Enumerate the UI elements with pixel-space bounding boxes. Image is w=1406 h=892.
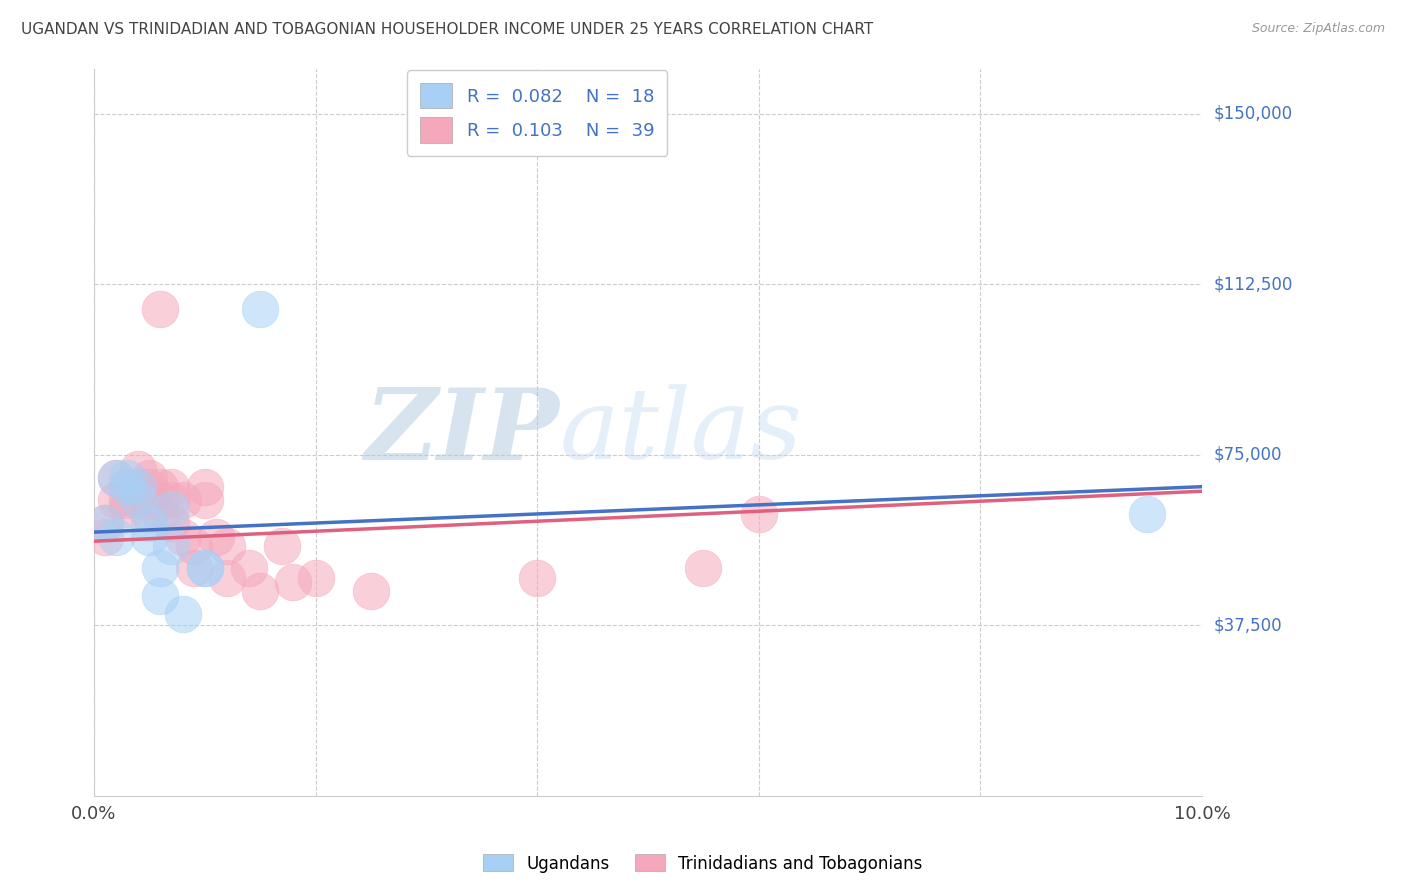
Legend: Ugandans, Trinidadians and Tobagonians: Ugandans, Trinidadians and Tobagonians — [477, 847, 929, 880]
Point — [115, 502, 138, 516]
Point — [94, 516, 117, 530]
Point — [194, 561, 217, 575]
Point — [127, 480, 149, 494]
Point — [360, 584, 382, 599]
Point — [149, 589, 172, 603]
Text: $150,000: $150,000 — [1213, 105, 1292, 123]
Point — [160, 539, 183, 553]
Point — [271, 539, 294, 553]
Point — [149, 480, 172, 494]
Point — [183, 539, 205, 553]
Point — [127, 493, 149, 508]
Point — [149, 493, 172, 508]
Point — [215, 571, 238, 585]
Point — [1136, 507, 1159, 521]
Point — [138, 470, 160, 484]
Point — [160, 502, 183, 516]
Point — [283, 575, 305, 590]
Point — [127, 480, 149, 494]
Point — [149, 507, 172, 521]
Point — [249, 302, 271, 317]
Point — [138, 507, 160, 521]
Text: Source: ZipAtlas.com: Source: ZipAtlas.com — [1251, 22, 1385, 36]
Point — [105, 530, 128, 544]
Point — [138, 516, 160, 530]
Point — [115, 493, 138, 508]
Point — [127, 493, 149, 508]
Point — [160, 493, 183, 508]
Point — [205, 530, 228, 544]
Point — [138, 493, 160, 508]
Text: ZIP: ZIP — [364, 384, 560, 481]
Text: $112,500: $112,500 — [1213, 276, 1292, 293]
Point — [194, 493, 217, 508]
Point — [115, 480, 138, 494]
Point — [748, 507, 770, 521]
Point — [194, 561, 217, 575]
Text: $37,500: $37,500 — [1213, 616, 1282, 634]
Point — [160, 480, 183, 494]
Point — [160, 516, 183, 530]
Text: UGANDAN VS TRINIDADIAN AND TOBAGONIAN HOUSEHOLDER INCOME UNDER 25 YEARS CORRELAT: UGANDAN VS TRINIDADIAN AND TOBAGONIAN HO… — [21, 22, 873, 37]
Point — [183, 561, 205, 575]
Point — [526, 571, 548, 585]
Point — [138, 530, 160, 544]
Point — [105, 493, 128, 508]
Point — [149, 561, 172, 575]
Point — [115, 480, 138, 494]
Point — [249, 584, 271, 599]
Point — [172, 493, 194, 508]
Point — [238, 561, 260, 575]
Point — [215, 539, 238, 553]
Point — [194, 480, 217, 494]
Point — [105, 470, 128, 484]
Point — [127, 461, 149, 475]
Point — [105, 470, 128, 484]
Text: $75,000: $75,000 — [1213, 446, 1282, 464]
Point — [172, 607, 194, 621]
Text: atlas: atlas — [560, 384, 801, 480]
Legend: R =  0.082    N =  18, R =  0.103    N =  39: R = 0.082 N = 18, R = 0.103 N = 39 — [408, 70, 666, 156]
Point — [138, 480, 160, 494]
Point — [115, 470, 138, 484]
Point — [94, 516, 117, 530]
Point — [149, 302, 172, 317]
Point — [692, 561, 714, 575]
Point — [94, 530, 117, 544]
Point — [172, 530, 194, 544]
Point — [304, 571, 326, 585]
